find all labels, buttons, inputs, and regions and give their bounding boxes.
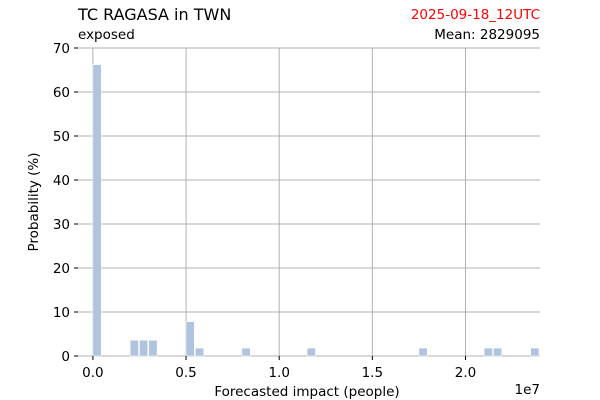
histogram-bar	[530, 347, 540, 357]
x-tick-label: 1.5	[362, 365, 383, 381]
y-axis-label: Probability (%)	[26, 152, 42, 251]
y-tick-label: 60	[53, 85, 70, 101]
x-scale-label: 1e7	[515, 382, 540, 398]
y-tick-label: 30	[53, 217, 70, 233]
histogram-bar	[418, 347, 428, 357]
chart-subtitle: exposed	[78, 27, 135, 43]
x-tick-label: 2.0	[455, 365, 476, 381]
x-tick-label: 0.0	[82, 365, 103, 381]
histogram-bar	[148, 339, 158, 357]
grid	[78, 47, 540, 357]
histogram-bar	[306, 347, 316, 357]
histogram-bar	[195, 347, 204, 357]
histogram-bar	[129, 339, 139, 357]
x-tick-label: 0.5	[175, 365, 196, 381]
histogram-bar	[483, 347, 493, 357]
forecast-timestamp: 2025-09-18_12UTC	[410, 7, 540, 23]
axes: 0 10 20 30 40 50 60 70 0.0 0.5 1.0 1.5 2.0	[53, 41, 476, 381]
y-tick-label: 20	[53, 261, 70, 277]
x-tick-label: 1.0	[268, 365, 289, 381]
y-tick-label: 50	[53, 129, 70, 145]
y-tick-label: 40	[53, 173, 70, 189]
y-tick-label: 10	[53, 305, 70, 321]
histogram-bar	[493, 347, 502, 357]
histogram-bar	[92, 64, 102, 357]
mean-value: Mean: 2829095	[434, 27, 540, 43]
y-tick-label: 0	[61, 349, 70, 365]
histogram-bar	[185, 321, 195, 357]
histogram-bar	[139, 339, 149, 357]
x-axis-label: Forecasted impact (people)	[214, 384, 399, 400]
bars	[92, 64, 540, 357]
y-tick-label: 70	[53, 41, 70, 57]
chart-title: TC RAGASA in TWN	[78, 5, 232, 24]
histogram-bar	[241, 347, 251, 357]
